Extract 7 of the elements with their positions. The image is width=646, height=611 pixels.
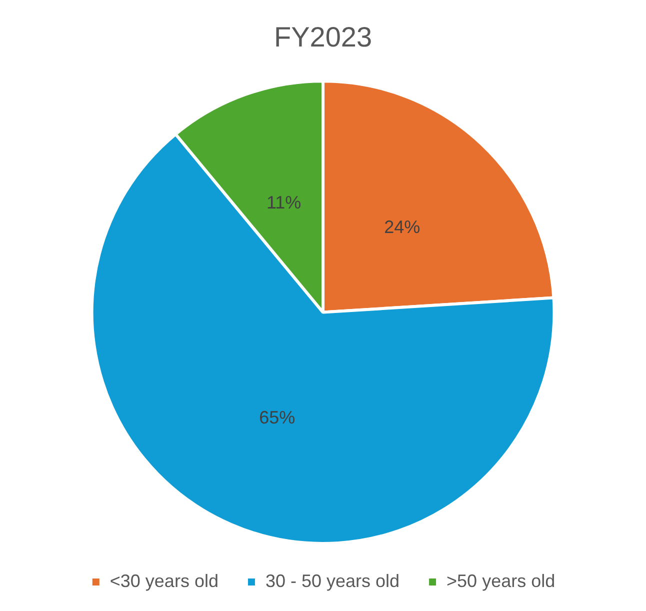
data-label: 24% <box>384 217 420 237</box>
legend-label: <30 years old <box>110 570 218 591</box>
data-label: 11% <box>266 192 302 213</box>
legend-label: >50 years old <box>446 570 556 591</box>
data-label: 65% <box>259 407 296 428</box>
chart-title: FY2023 <box>274 22 372 53</box>
legend-label: 30 - 50 years old <box>265 570 400 591</box>
